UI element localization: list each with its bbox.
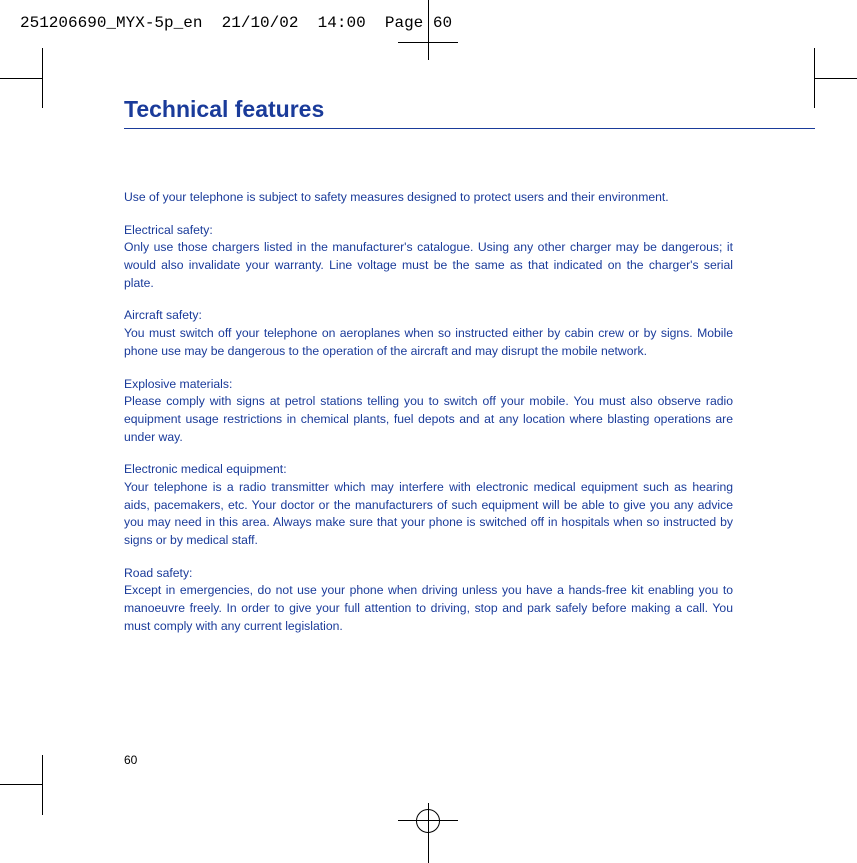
section-text: You must switch off your telephone on ae… <box>124 326 733 358</box>
section-heading: Electrical safety: <box>124 222 733 240</box>
registration-mark <box>416 809 440 833</box>
page-title: Technical features <box>124 96 733 129</box>
section-heading: Explosive materials: <box>124 376 733 394</box>
page-number: 60 <box>124 753 137 767</box>
body-text: Use of your telephone is subject to safe… <box>124 189 733 635</box>
section: Electronic medical equipment: Your telep… <box>124 461 733 549</box>
file-page: Page 60 <box>385 14 452 32</box>
crop-mark <box>0 78 42 79</box>
crop-mark <box>0 784 42 785</box>
section: Aircraft safety: You must switch off you… <box>124 307 733 360</box>
crop-mark <box>428 42 429 60</box>
section-text: Your telephone is a radio transmitter wh… <box>124 480 733 547</box>
section-heading: Aircraft safety: <box>124 307 733 325</box>
section: Explosive materials: Please comply with … <box>124 376 733 447</box>
crop-mark <box>815 78 857 79</box>
file-date: 21/10/02 <box>222 14 299 32</box>
section-text: Only use those chargers listed in the ma… <box>124 240 733 289</box>
prepress-header: 251206690_MYX-5p_en 21/10/02 14:00 Page … <box>20 14 452 32</box>
file-time: 14:00 <box>318 14 366 32</box>
section-heading: Road safety: <box>124 565 733 583</box>
intro-paragraph: Use of your telephone is subject to safe… <box>124 189 733 207</box>
title-rule <box>124 128 815 129</box>
section-text: Please comply with signs at petrol stati… <box>124 394 733 443</box>
crop-mark <box>428 0 429 42</box>
file-code: 251206690_MYX-5p_en <box>20 14 202 32</box>
section-text: Except in emergencies, do not use your p… <box>124 583 733 632</box>
page-content: Technical features Use of your telephone… <box>42 76 815 787</box>
section: Road safety: Except in emergencies, do n… <box>124 565 733 636</box>
section: Electrical safety: Only use those charge… <box>124 222 733 293</box>
section-heading: Electronic medical equipment: <box>124 461 733 479</box>
